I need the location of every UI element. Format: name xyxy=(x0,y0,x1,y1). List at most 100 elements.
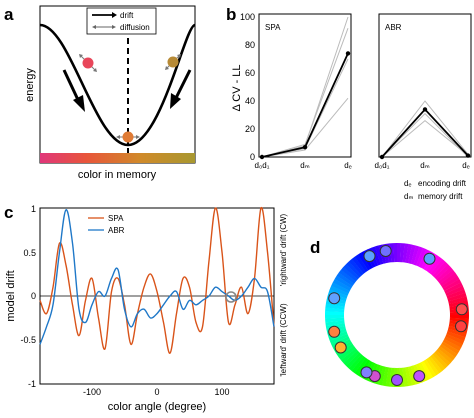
wheel-marker-4 xyxy=(455,320,467,333)
wheel-segment xyxy=(432,261,449,278)
wheel-segment xyxy=(329,285,349,297)
spa-xtick-2: dₑ xyxy=(344,161,351,170)
wheel-segment xyxy=(413,246,423,266)
individual-line-3 xyxy=(261,28,349,158)
wheel-segment xyxy=(441,341,460,355)
wheel-marker-9 xyxy=(328,325,341,338)
legend-drift-label: drift xyxy=(120,11,134,20)
c-xlabel: color angle (degree) xyxy=(108,401,206,413)
drift-arrow-left-head-icon xyxy=(73,95,85,112)
wheel-segment xyxy=(448,296,468,305)
individual-line-1 xyxy=(381,119,469,158)
panel-d-label: d xyxy=(310,238,320,257)
wheel-segment xyxy=(325,317,345,323)
wheel-segment xyxy=(331,282,350,294)
wheel-segment xyxy=(445,285,465,297)
wheel-marker-11 xyxy=(334,341,347,354)
drift-arrow-left-icon xyxy=(62,69,81,103)
wheel-segment xyxy=(428,256,443,274)
pink-ball-icon xyxy=(79,54,97,72)
leftward-drift-label: 'leftward' drift (CCW) xyxy=(279,303,288,377)
wheel-segment xyxy=(444,336,463,348)
wheel-segment xyxy=(332,278,352,291)
panel-c-label: c xyxy=(4,203,13,222)
wheel-marker-2 xyxy=(423,252,436,265)
wheel-marker-6 xyxy=(391,374,403,386)
wheel-segment xyxy=(334,275,353,289)
wheel-segment xyxy=(354,254,369,273)
wheel-segment xyxy=(343,350,360,366)
mean-point-1 xyxy=(302,145,308,150)
wheel-segment xyxy=(447,292,467,302)
wheel-segment xyxy=(408,244,416,264)
wheel-segment xyxy=(340,348,358,364)
wheel-segment xyxy=(329,333,349,345)
c-xtick--100: -100 xyxy=(83,387,101,397)
legend-spa-label: SPA xyxy=(108,214,124,223)
individual-line-0 xyxy=(381,100,469,158)
wheel-segment xyxy=(338,346,356,361)
mean-point-0 xyxy=(379,154,385,160)
wheel-segment xyxy=(432,352,448,369)
drift-arrow-right-icon xyxy=(174,69,192,99)
wheel-segment xyxy=(385,367,392,387)
wheel-segment xyxy=(447,328,467,338)
legend-dm-text: memory drift xyxy=(418,192,463,201)
individual-line-2 xyxy=(381,112,469,158)
wheel-segment xyxy=(436,348,453,364)
wheel-segment xyxy=(439,343,458,358)
panel-d: d xyxy=(310,238,469,387)
energy-curve xyxy=(39,23,197,147)
wheel-segment xyxy=(445,333,465,345)
energy-axis-label: energy xyxy=(24,68,36,102)
b-ytick-60: 60 xyxy=(245,68,255,78)
wheel-segment xyxy=(405,243,413,264)
wheel-segment xyxy=(348,258,364,276)
spa-xtick-0: d₀d₁ xyxy=(255,161,270,170)
wheel-segment xyxy=(423,359,437,378)
legend-de-key: dₑ xyxy=(404,179,411,188)
wheel-segment xyxy=(338,269,356,284)
diffusion-arrowhead-right-icon xyxy=(112,25,116,29)
spa-subplot-frame xyxy=(258,13,352,158)
legend-de-text: encoding drift xyxy=(418,179,467,188)
panel-a: a drift diffusion xyxy=(4,5,197,181)
wheel-segment xyxy=(374,245,384,265)
wheel-segment xyxy=(354,357,369,376)
legend-dm-key: dₘ xyxy=(404,192,413,201)
spa-lines: 0 20 40 60 80 100 xyxy=(240,12,351,162)
wheel-marker-8 xyxy=(360,366,373,379)
wheel-marker-10 xyxy=(328,292,341,305)
wheel-segment xyxy=(325,311,345,315)
wheel-segment xyxy=(446,331,466,341)
spa-curve xyxy=(39,207,275,354)
wheel-markers xyxy=(328,245,468,386)
wheel-segment xyxy=(438,269,456,284)
wheel-segment xyxy=(325,314,345,319)
mean-point-2 xyxy=(465,153,471,158)
wheel-segment xyxy=(407,366,416,386)
wheel-segment xyxy=(402,243,409,263)
panel-c: c 1 0.5 0 -0.5 -1 -100 0 100 color angle… xyxy=(4,203,288,413)
panel-a-label: a xyxy=(4,5,14,24)
wheel-segment xyxy=(438,346,456,361)
panel-a-legend xyxy=(86,7,157,35)
wheel-segment xyxy=(442,279,462,292)
wheel-segment xyxy=(346,261,362,278)
b-ytick-0: 0 xyxy=(250,152,255,162)
wheel-segment xyxy=(446,289,466,299)
wheel-segment xyxy=(336,272,355,287)
wheel-marker-3 xyxy=(455,303,468,316)
color-in-memory-label: color in memory xyxy=(78,169,157,181)
abr-xtick-2: dₑ xyxy=(462,161,469,170)
wheel-segment xyxy=(436,266,454,282)
wheel-segment xyxy=(430,259,446,276)
wheel-segment xyxy=(357,252,371,271)
mean-point-0 xyxy=(259,154,265,160)
wheel-segment xyxy=(420,360,433,380)
wheel-segment xyxy=(341,266,358,282)
c-ytick--0.5: -0.5 xyxy=(20,335,36,345)
drift-arrowhead-icon xyxy=(112,12,117,18)
color-wheel xyxy=(325,243,469,387)
